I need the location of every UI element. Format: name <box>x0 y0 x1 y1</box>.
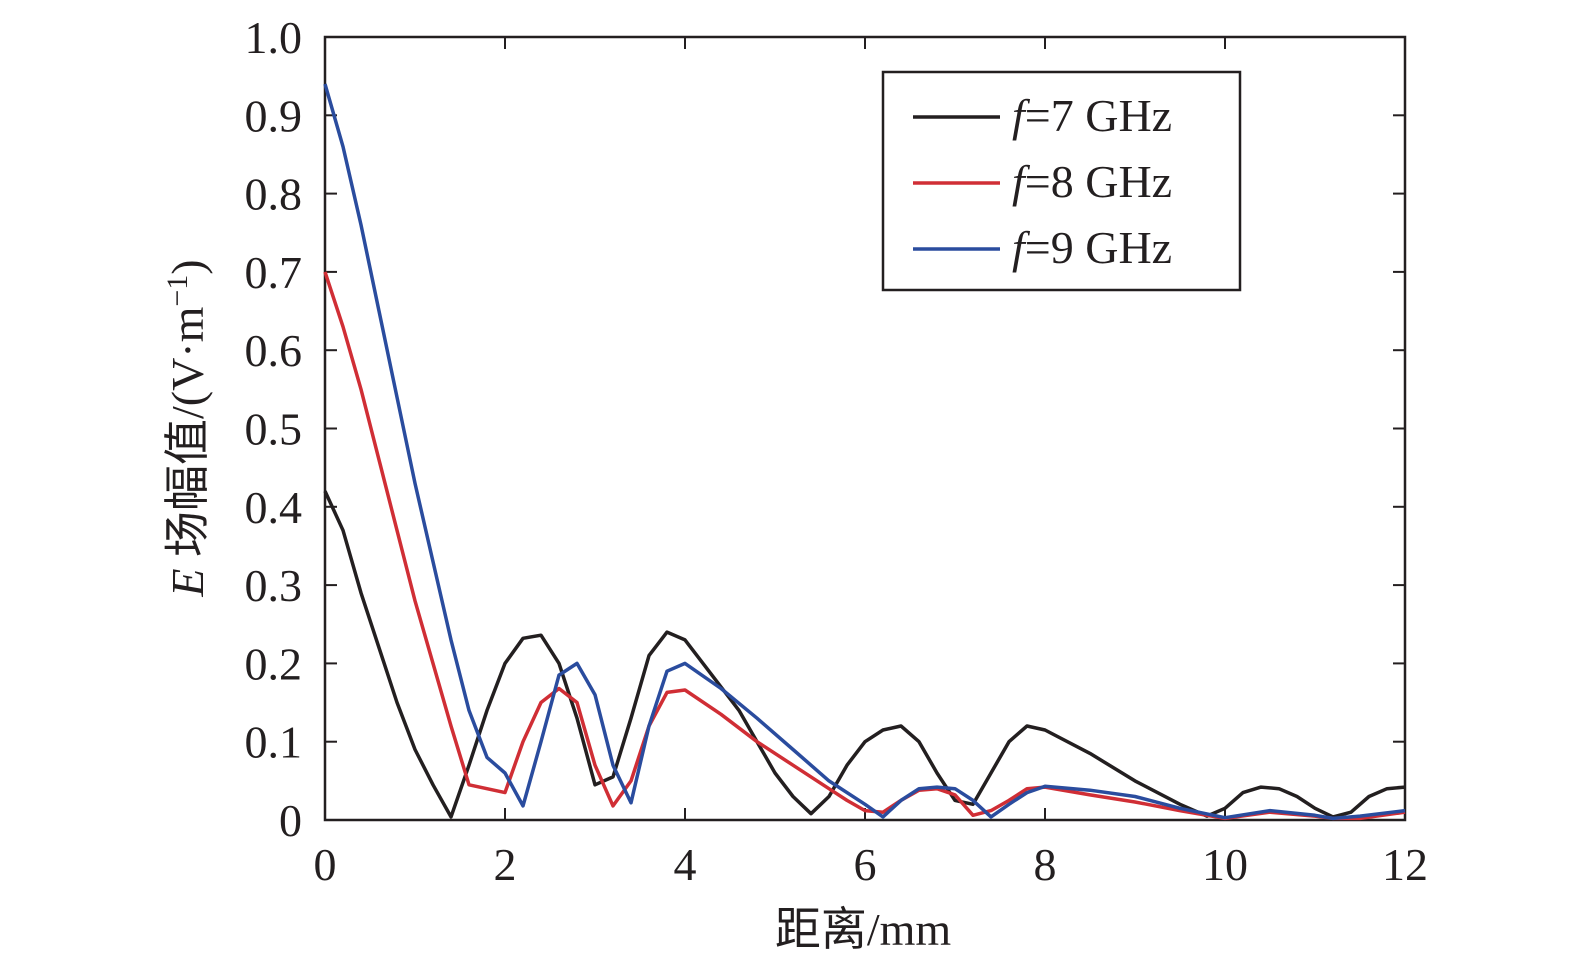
series-line-1 <box>323 271 1406 821</box>
y-tick-label: 0 <box>279 795 302 846</box>
legend-label-8ghz: f=8 GHz <box>1012 156 1172 207</box>
y-axis-title: E 场幅值/(V·m−1) <box>161 259 213 597</box>
y-axis-title-italic: E <box>162 569 213 598</box>
legend-box <box>881 70 1242 292</box>
y-tick-label: 0.9 <box>245 90 303 141</box>
x-tick-label: 2 <box>494 839 517 890</box>
y-tick-label: 0.8 <box>245 169 303 220</box>
plot-frame <box>323 35 1407 822</box>
x-tick-label: 4 <box>674 839 697 890</box>
y-tick-label: 0.1 <box>245 717 303 768</box>
x-axis-title: 距离/mm <box>775 904 952 955</box>
y-tick-label: 0.6 <box>245 325 303 376</box>
y-axis-title-exponent: −1 <box>161 275 194 307</box>
series-line-2 <box>323 83 1406 821</box>
y-tick-label: 0.4 <box>245 482 303 533</box>
ticks-layer: 0 2 4 6 8 10 12 0 0.1 0.2 0.3 0.4 0.5 0.6 0.7 0.8 0.9 1.0 <box>245 12 1429 890</box>
y-tick-label: 0.5 <box>245 404 303 455</box>
x-tick-label: 12 <box>1382 839 1428 890</box>
x-tick-label: 0 <box>314 839 337 890</box>
legend: f=7 GHz f=8 GHz f=9 GHz <box>881 70 1242 292</box>
y-tick-label: 0.3 <box>245 560 303 611</box>
y-axis-title-text: 场幅值/(V·m <box>162 306 213 568</box>
series-line-0 <box>323 490 1406 819</box>
legend-label-8ghz-text: =8 GHz <box>1025 156 1172 207</box>
x-tick-label: 6 <box>854 839 877 890</box>
y-tick-label: 0.2 <box>245 638 303 689</box>
y-tick-label: 1.0 <box>245 12 303 63</box>
series-layer <box>323 83 1406 821</box>
legend-label-9ghz: f=9 GHz <box>1012 222 1172 273</box>
x-tick-label: 10 <box>1202 839 1248 890</box>
legend-label-7ghz-text: =7 GHz <box>1025 90 1172 141</box>
legend-label-9ghz-text: =9 GHz <box>1025 222 1172 273</box>
x-tick-label: 8 <box>1034 839 1057 890</box>
legend-label-7ghz: f=7 GHz <box>1012 90 1172 141</box>
y-axis-title-close: ) <box>162 259 213 274</box>
y-tick-label: 0.7 <box>245 247 303 298</box>
